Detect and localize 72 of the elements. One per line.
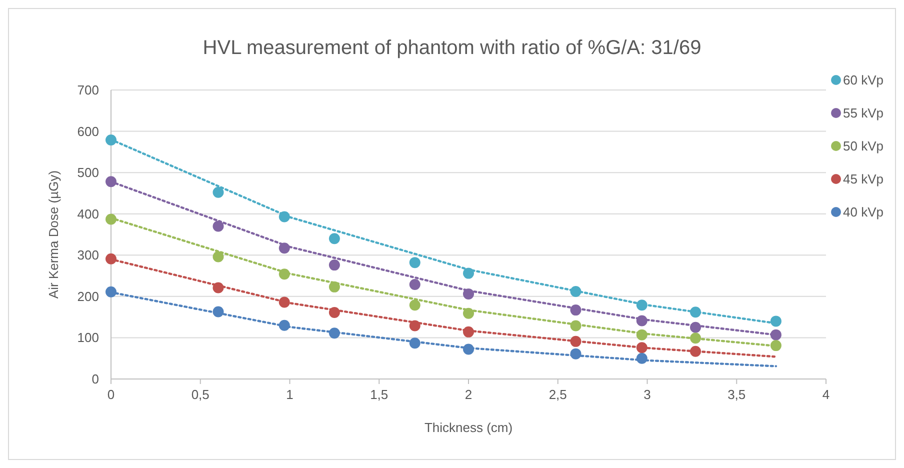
- x-tick-label: 2,5: [548, 387, 567, 402]
- point: [636, 342, 648, 354]
- x-tick-label: 3: [644, 387, 651, 402]
- point: [770, 340, 782, 352]
- point: [409, 338, 420, 349]
- legend-label: 40 kVp: [843, 204, 884, 220]
- x-tick-label: 2: [464, 387, 472, 402]
- point: [106, 286, 116, 298]
- point: [278, 320, 290, 331]
- chart-title: HVL measurement of phantom with ratio of %G/A: 31/69: [202, 37, 702, 59]
- y-tick-label: 400: [77, 206, 99, 222]
- point: [328, 260, 340, 271]
- point: [463, 344, 474, 355]
- point: [278, 242, 290, 254]
- y-tick-label: 300: [77, 248, 99, 263]
- x-tick-label: 4: [822, 387, 830, 402]
- legend-label: 50 kVp: [843, 138, 884, 154]
- point: [570, 286, 582, 297]
- x-tick-label: 1,5: [370, 387, 388, 402]
- point: [409, 300, 420, 311]
- point: [570, 320, 582, 332]
- point: [212, 282, 224, 294]
- point: [106, 253, 116, 264]
- point: [690, 306, 702, 318]
- point: [690, 322, 702, 333]
- point: [328, 307, 340, 318]
- y-axis-title: Air Kerma Dose (µGy): [46, 170, 61, 299]
- point: [463, 308, 474, 319]
- y-tick-label: 600: [77, 124, 99, 139]
- point: [278, 268, 290, 280]
- point: [770, 316, 782, 327]
- point: [690, 346, 702, 357]
- point: [278, 211, 290, 222]
- point: [409, 278, 420, 290]
- point: [106, 176, 116, 188]
- point: [278, 296, 290, 308]
- point: [212, 251, 224, 262]
- point: [770, 329, 782, 340]
- x-tick-label: 0,5: [191, 387, 210, 402]
- point: [328, 328, 340, 339]
- y-tick-label: 0: [92, 372, 99, 386]
- point: [636, 315, 648, 326]
- x-axis-title: Thickness (cm): [424, 420, 513, 435]
- point: [636, 352, 648, 364]
- point: [212, 186, 224, 198]
- point: [212, 220, 224, 232]
- point: [570, 336, 582, 347]
- legend-label: 60 kVp: [843, 72, 884, 88]
- y-tick-label: 500: [77, 165, 99, 180]
- point: [106, 214, 116, 225]
- x-tick-label: 0: [107, 387, 115, 402]
- point: [636, 329, 648, 340]
- point: [409, 320, 420, 332]
- point: [463, 288, 474, 300]
- y-tick-label: 200: [77, 288, 99, 304]
- point: [636, 300, 648, 311]
- legend-label: 55 kVp: [843, 106, 884, 120]
- point: [212, 306, 224, 318]
- y-tick-label: 700: [77, 82, 99, 98]
- x-tick-label: 1: [286, 387, 294, 402]
- point: [106, 134, 116, 146]
- point: [463, 326, 474, 338]
- point: [690, 332, 702, 344]
- point: [570, 304, 582, 316]
- legend-label: 45 kVp: [843, 172, 884, 186]
- point: [463, 268, 474, 279]
- point: [409, 257, 420, 268]
- y-tick-label: 100: [77, 330, 99, 346]
- point: [328, 233, 340, 244]
- point: [328, 281, 340, 292]
- x-tick-label: 3,5: [728, 387, 746, 402]
- point: [570, 348, 582, 360]
